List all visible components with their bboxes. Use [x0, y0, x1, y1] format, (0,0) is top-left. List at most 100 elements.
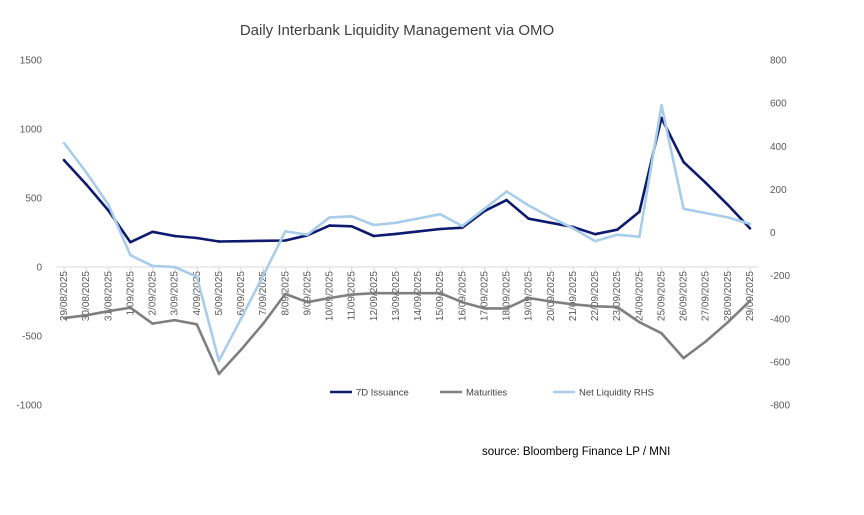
- data-point: [261, 239, 265, 243]
- data-point: [372, 223, 376, 227]
- x-tick-label: 16/09/2025: [457, 271, 468, 321]
- data-point: [195, 275, 199, 279]
- data-point: [660, 103, 663, 107]
- data-point: [195, 236, 199, 240]
- data-point: [416, 230, 420, 233]
- data-point: [505, 198, 508, 202]
- data-point: [726, 203, 730, 207]
- data-point: [173, 234, 176, 238]
- data-point: [638, 210, 641, 214]
- data-point: [217, 359, 221, 363]
- data-point: [372, 291, 376, 295]
- data-point: [306, 300, 309, 304]
- chart-title: Daily Interbank Liquidity Management via…: [240, 22, 554, 39]
- x-axis-labels: 29/08/2025 30/08/2025 31/08/2025 1/09/2025 2…: [59, 271, 756, 321]
- data-point: [416, 291, 420, 295]
- data-point: [505, 190, 508, 193]
- data-point: [438, 212, 442, 216]
- data-point: [239, 348, 243, 352]
- right-tick-label: 400: [770, 142, 787, 153]
- data-point: [571, 302, 575, 306]
- data-point: [84, 314, 88, 317]
- data-point: [660, 331, 663, 335]
- x-tick-label: 27/09/2025: [701, 271, 712, 321]
- legend: 7D Issuance Maturities Net Liquidity RHS: [330, 388, 654, 399]
- data-point: [704, 211, 708, 215]
- data-point: [704, 181, 708, 185]
- data-point: [328, 224, 331, 227]
- x-tick-label: 1/09/2025: [125, 271, 136, 316]
- right-tick-label: -400: [770, 314, 790, 325]
- right-tick-label: -800: [770, 401, 790, 412]
- series-line-7d-issuance: [63, 116, 751, 244]
- data-point: [748, 227, 752, 230]
- data-point: [527, 217, 531, 220]
- data-point: [527, 204, 531, 207]
- data-point: [173, 265, 176, 269]
- data-point: [461, 300, 464, 304]
- x-tick-label: 20/09/2025: [546, 271, 557, 321]
- x-tick-label: 6/09/2025: [236, 271, 247, 316]
- x-tick-label: 10/09/2025: [325, 271, 336, 321]
- right-tick-label: 0: [770, 228, 776, 239]
- left-tick-label: 500: [25, 194, 42, 205]
- source-note: source: Bloomberg Finance LP / MNI: [482, 446, 670, 458]
- data-point: [151, 264, 154, 268]
- data-point: [306, 233, 309, 236]
- data-point: [394, 221, 398, 225]
- legend-label: Net Liquidity RHS: [579, 388, 654, 399]
- left-tick-label: -1000: [16, 401, 42, 412]
- data-point: [106, 203, 110, 206]
- x-tick-label: 3/09/2025: [170, 271, 181, 316]
- x-tick-label: 29/09/2025: [745, 271, 756, 321]
- data-point: [350, 215, 353, 218]
- data-point: [350, 224, 353, 228]
- x-tick-label: 7/09/2025: [258, 271, 269, 316]
- x-tick-label: 30/08/2025: [81, 271, 92, 321]
- data-point: [217, 372, 221, 376]
- data-point: [483, 307, 486, 310]
- data-point: [217, 240, 221, 243]
- left-tick-label: 0: [36, 263, 42, 274]
- x-tick-label: 5/09/2025: [214, 271, 225, 316]
- data-point: [615, 233, 619, 236]
- data-point: [726, 216, 730, 219]
- right-tick-label: -600: [770, 357, 790, 368]
- data-point: [62, 316, 66, 320]
- data-point: [173, 318, 176, 322]
- x-tick-label: 13/09/2025: [391, 271, 402, 321]
- data-point: [461, 224, 464, 228]
- data-point: [549, 216, 553, 219]
- x-tick-label: 28/09/2025: [723, 271, 734, 321]
- left-tick-label: 1500: [20, 56, 43, 67]
- x-tick-label: 2/09/2025: [148, 271, 159, 316]
- x-tick-label: 19/09/2025: [524, 271, 535, 321]
- series-lines: [62, 103, 752, 376]
- data-point: [748, 299, 752, 303]
- x-tick-label: 9/09/2025: [302, 271, 313, 316]
- right-tick-label: -200: [770, 271, 790, 282]
- data-point: [62, 158, 66, 162]
- data-point: [106, 209, 110, 212]
- data-point: [682, 207, 685, 211]
- x-tick-label: 25/09/2025: [656, 271, 667, 321]
- data-point: [593, 232, 597, 236]
- x-tick-label: 15/09/2025: [435, 271, 446, 321]
- data-point: [261, 322, 265, 325]
- data-point: [394, 232, 398, 236]
- data-point: [660, 116, 663, 120]
- data-point: [372, 234, 376, 238]
- data-point: [682, 356, 685, 360]
- data-point: [84, 182, 88, 186]
- right-tick-label: 600: [770, 99, 787, 110]
- data-point: [151, 322, 154, 325]
- x-tick-label: 29/08/2025: [59, 271, 70, 321]
- x-tick-label: 4/09/2025: [192, 271, 203, 316]
- data-point: [239, 239, 243, 243]
- data-point: [438, 227, 442, 231]
- data-point: [106, 309, 110, 313]
- data-point: [350, 293, 353, 296]
- data-point: [129, 240, 132, 244]
- data-point: [195, 322, 199, 326]
- data-point: [571, 226, 575, 230]
